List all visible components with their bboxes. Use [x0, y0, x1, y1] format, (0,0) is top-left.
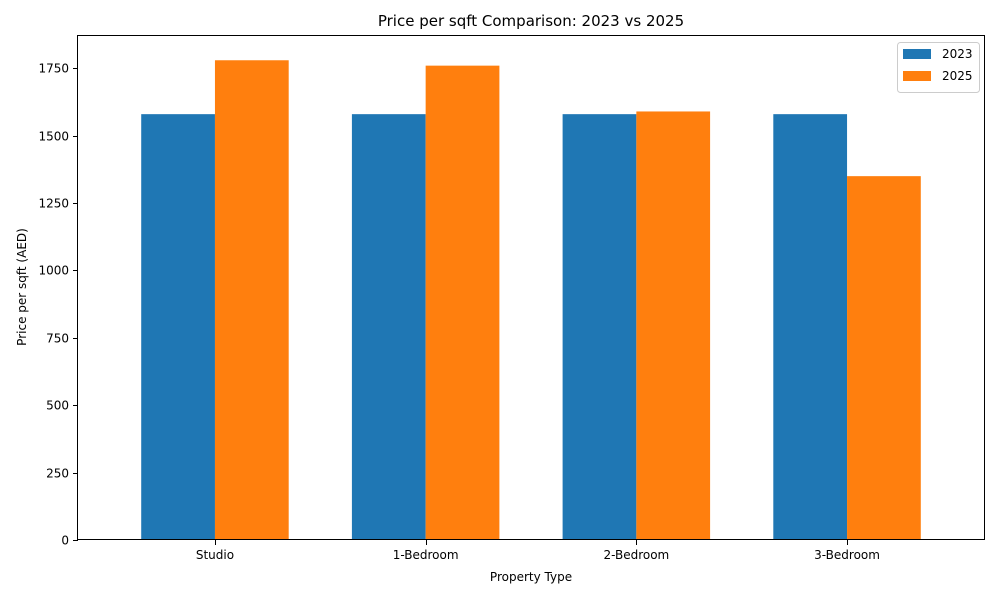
y-tick-label: 750: [46, 332, 69, 346]
y-axis-ticks: 0 250 500 750 1000 1250 1500 1750: [38, 62, 78, 548]
y-tick-label: 500: [46, 399, 69, 413]
legend-swatch-2023: [903, 49, 931, 59]
bar-2-bedroom-2023: [562, 114, 637, 540]
y-tick-label: 1500: [38, 130, 69, 144]
x-axis-label: Property Type: [490, 570, 572, 584]
y-axis-label: Price per sqft (AED): [15, 228, 29, 346]
chart-title: Price per sqft Comparison: 2023 vs 2025: [378, 12, 684, 30]
bar-3-bedroom-2023: [773, 114, 848, 540]
bar-studio-2025: [214, 60, 289, 540]
y-tick-label: 1750: [38, 62, 69, 76]
y-tick-label: 0: [61, 534, 69, 548]
legend-label-2025: 2025: [942, 69, 973, 83]
legend: 2023 2025: [897, 42, 980, 93]
y-tick-label: 250: [46, 467, 69, 481]
y-tick-label: 1250: [38, 197, 69, 211]
legend-swatch-2025: [903, 71, 931, 81]
bar-2-bedroom-2025: [636, 111, 711, 540]
y-tick-label: 1000: [38, 264, 69, 278]
x-tick-label-1-bedroom: 1-Bedroom: [393, 548, 459, 562]
bar-studio-2023: [141, 114, 215, 540]
x-tick-label-3-bedroom: 3-Bedroom: [814, 548, 880, 562]
x-tick-label-studio: Studio: [196, 548, 234, 562]
plot-frame: [77, 35, 985, 540]
bars-group: [141, 60, 921, 541]
x-tick-label-2-bedroom: 2-Bedroom: [603, 548, 669, 562]
bar-1-bedroom-2023: [351, 114, 426, 540]
bar-1-bedroom-2025: [425, 65, 500, 540]
legend-label-2023: 2023: [942, 47, 973, 61]
x-axis-ticks: Studio 1-Bedroom 2-Bedroom 3-Bedroom: [196, 540, 880, 562]
bar-3-bedroom-2025: [847, 176, 921, 541]
